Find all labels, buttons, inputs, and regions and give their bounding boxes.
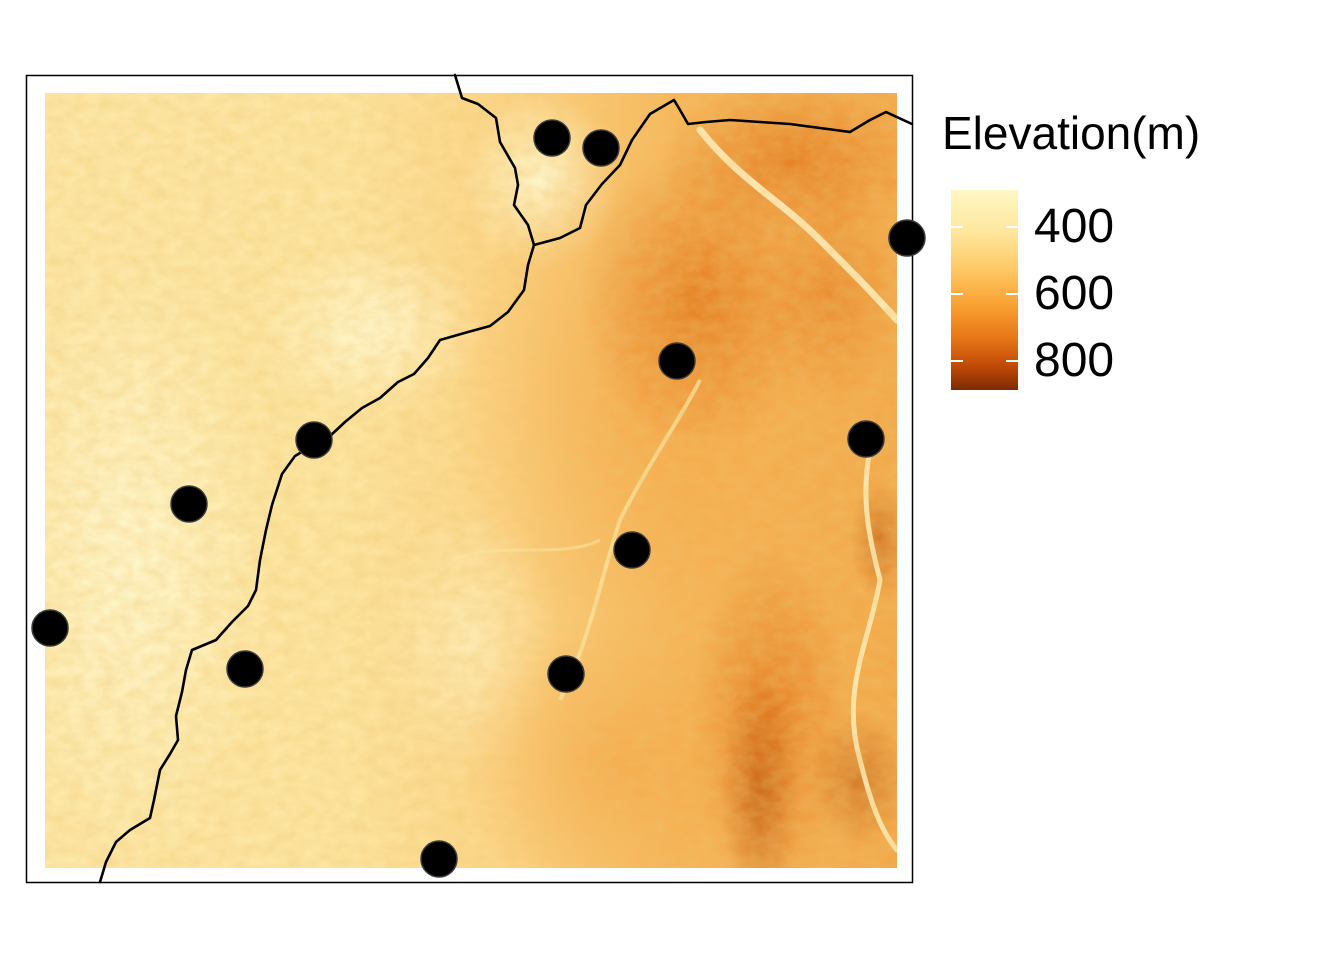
legend-title: Elevation(m)	[942, 107, 1201, 159]
point-markers	[31, 119, 926, 878]
map-point	[847, 420, 885, 458]
map-point	[226, 650, 264, 688]
legend-label-800: 800	[1034, 334, 1115, 387]
map-point	[170, 485, 208, 523]
map-point	[658, 342, 696, 380]
legend-color-bar	[951, 190, 1018, 390]
map-point	[888, 219, 926, 257]
legend-label-400: 400	[1034, 200, 1115, 253]
boundary-line-north	[532, 98, 914, 247]
elevation-raster	[45, 93, 897, 868]
legend-label-600: 600	[1034, 267, 1115, 320]
map-point	[420, 840, 458, 878]
map-point	[547, 655, 585, 693]
map-point	[295, 421, 333, 459]
map-point	[533, 119, 571, 157]
map-point	[582, 129, 620, 167]
map-point	[31, 609, 69, 647]
legend-ticks	[951, 226, 1018, 362]
map-point	[613, 531, 651, 569]
